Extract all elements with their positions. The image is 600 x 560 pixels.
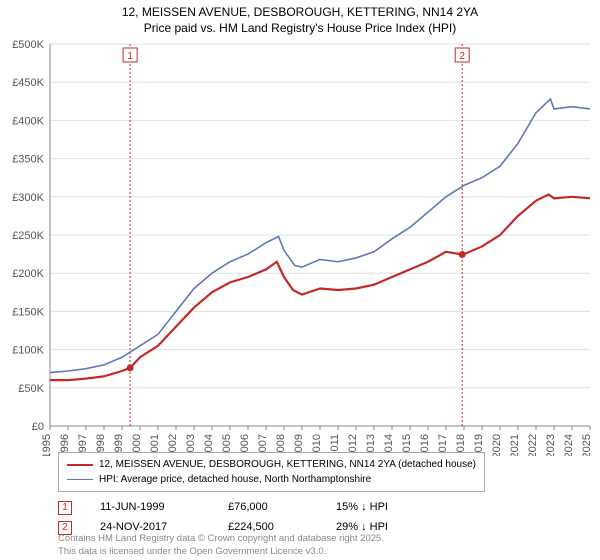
footer-line-2: This data is licensed under the Open Gov… bbox=[58, 546, 384, 558]
legend-item: 12, MEISSEN AVENUE, DESBOROUGH, KETTERIN… bbox=[67, 457, 476, 472]
sale-point bbox=[459, 251, 466, 258]
svg-text:2025: 2025 bbox=[581, 434, 593, 456]
svg-text:£500K: £500K bbox=[12, 39, 44, 51]
svg-text:£350K: £350K bbox=[12, 154, 44, 166]
svg-text:1995: 1995 bbox=[41, 434, 53, 456]
chart-title-block: 12, MEISSEN AVENUE, DESBOROUGH, KETTERIN… bbox=[0, 0, 600, 36]
svg-text:£150K: £150K bbox=[12, 307, 44, 319]
svg-text:£450K: £450K bbox=[12, 78, 44, 90]
event-row: 1 11-JUN-1999 £76,000 15% ↓ HPI bbox=[58, 498, 388, 518]
series-hpi bbox=[50, 99, 590, 373]
legend-swatch bbox=[67, 464, 93, 466]
line-chart: £0 £50K £100K £150K £200K £250K £300K £350K £400… bbox=[0, 36, 600, 456]
svg-text:£50K: £50K bbox=[18, 383, 44, 395]
svg-text:£250K: £250K bbox=[12, 230, 44, 242]
event-price: £76,000 bbox=[228, 498, 308, 518]
svg-text:£300K: £300K bbox=[12, 192, 44, 204]
svg-text:2022: 2022 bbox=[527, 434, 539, 456]
chart-container: £0 £50K £100K £150K £200K £250K £300K £350K £400… bbox=[0, 36, 600, 456]
footer-line-1: Contains HM Land Registry data © Crown c… bbox=[58, 533, 384, 545]
footer-attribution: Contains HM Land Registry data © Crown c… bbox=[58, 533, 384, 558]
title-line-1: 12, MEISSEN AVENUE, DESBOROUGH, KETTERIN… bbox=[0, 4, 600, 20]
svg-text:2020: 2020 bbox=[491, 434, 503, 456]
svg-text:1: 1 bbox=[127, 51, 133, 62]
svg-text:£200K: £200K bbox=[12, 269, 44, 281]
svg-text:2: 2 bbox=[459, 51, 465, 62]
svg-text:£100K: £100K bbox=[12, 345, 44, 357]
legend-swatch bbox=[67, 479, 93, 480]
legend-item: HPI: Average price, detached house, Nort… bbox=[67, 472, 476, 487]
svg-text:2024: 2024 bbox=[563, 434, 575, 456]
event-delta: 15% ↓ HPI bbox=[336, 498, 388, 518]
event-date: 11-JUN-1999 bbox=[100, 498, 200, 518]
svg-text:2021: 2021 bbox=[509, 434, 521, 456]
event-marker-icon: 1 bbox=[58, 501, 72, 515]
svg-text:£0: £0 bbox=[32, 421, 44, 433]
legend-label: HPI: Average price, detached house, Nort… bbox=[99, 472, 371, 487]
legend: 12, MEISSEN AVENUE, DESBOROUGH, KETTERIN… bbox=[58, 452, 485, 492]
sale-point bbox=[127, 365, 134, 372]
svg-text:£400K: £400K bbox=[12, 116, 44, 128]
title-line-2: Price paid vs. HM Land Registry's House … bbox=[0, 20, 600, 36]
events-table: 111-JUN-1999£76,00015% ↓ HPI224-NOV-2017… bbox=[58, 498, 388, 538]
svg-text:2023: 2023 bbox=[545, 434, 557, 456]
legend-label: 12, MEISSEN AVENUE, DESBOROUGH, KETTERIN… bbox=[99, 457, 476, 472]
